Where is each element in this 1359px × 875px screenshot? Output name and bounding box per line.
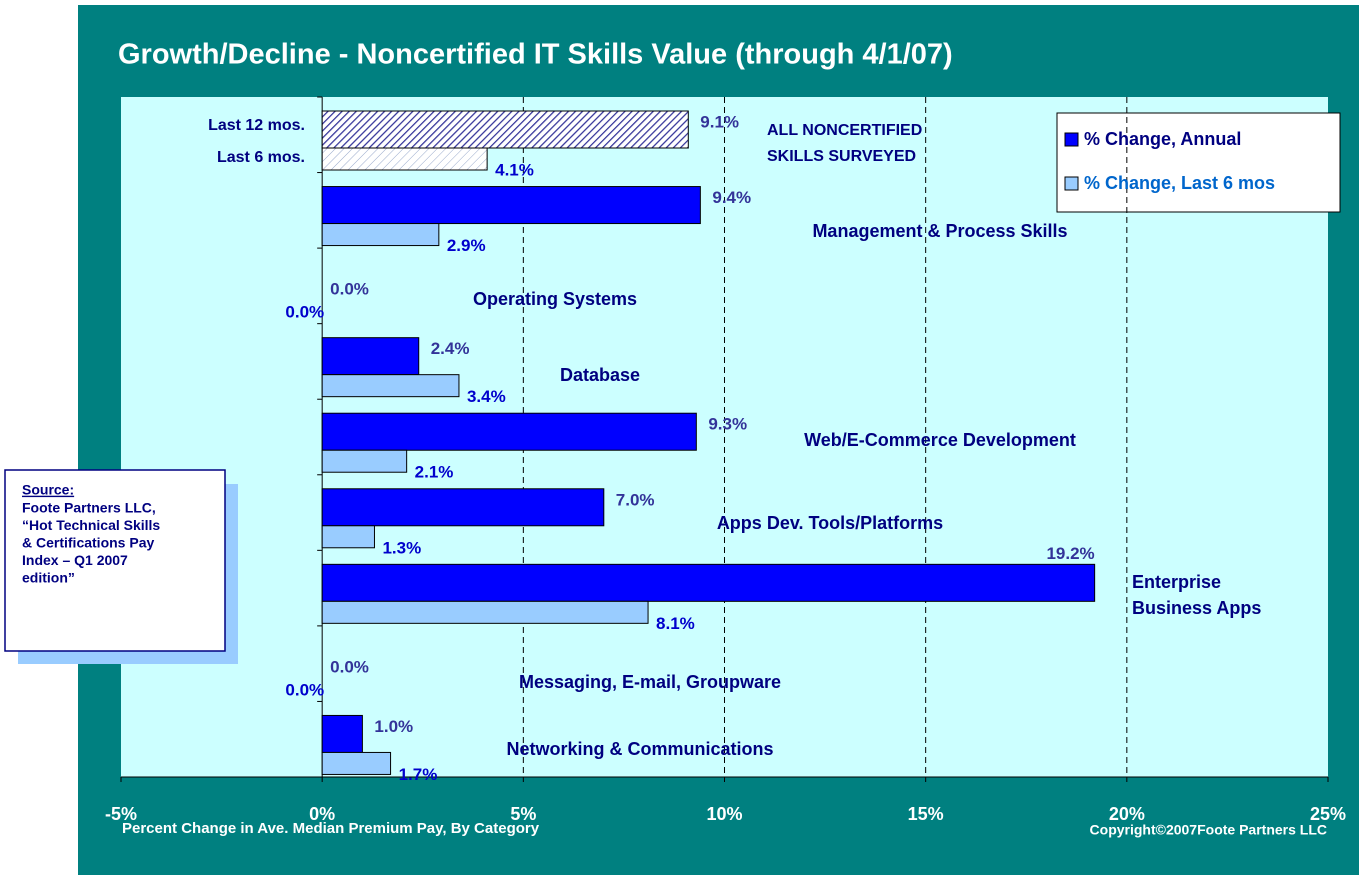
- bar: [321, 751, 392, 775]
- data-label: 0.0%: [285, 680, 324, 699]
- bar: [321, 186, 701, 225]
- x-tick-label: 5%: [510, 804, 536, 824]
- data-label: 8.1%: [656, 614, 695, 633]
- data-label: 9.3%: [708, 415, 747, 434]
- legend-label: % Change, Annual: [1084, 129, 1241, 149]
- category-label: Operating Systems: [473, 289, 637, 309]
- bar: [321, 714, 363, 753]
- annotation: Last 6 mos.: [217, 149, 305, 166]
- data-label: 1.0%: [374, 717, 413, 736]
- category-label: Management & Process Skills: [812, 221, 1067, 241]
- category-label: Enterprise: [1132, 572, 1221, 592]
- x-tick-label: 10%: [706, 804, 742, 824]
- data-label: 1.7%: [399, 765, 438, 784]
- source-line: “Hot Technical Skills: [22, 517, 160, 533]
- x-axis-label: Percent Change in Ave. Median Premium Pa…: [122, 820, 540, 837]
- category-label: Database: [560, 365, 640, 385]
- data-label: 2.9%: [447, 236, 486, 255]
- x-tick-label: 25%: [1310, 804, 1346, 824]
- data-label: 2.1%: [415, 463, 454, 482]
- data-label: 19.2%: [1046, 544, 1094, 563]
- source-heading: Source:: [22, 482, 74, 498]
- bar: [321, 412, 697, 451]
- source-box: [4, 469, 226, 652]
- category-label: Messaging, E-mail, Groupware: [519, 672, 781, 692]
- data-label: 0.0%: [330, 657, 369, 676]
- source-line: & Certifications Pay: [22, 535, 154, 551]
- data-label: 9.1%: [700, 112, 739, 131]
- bar: [321, 488, 605, 527]
- category-label: Networking & Communications: [506, 739, 773, 759]
- copyright: Copyright©2007Foote Partners LLC: [1090, 822, 1327, 838]
- bar: [321, 147, 488, 171]
- bar: [321, 563, 1096, 602]
- bar: [321, 600, 649, 624]
- bar: [321, 525, 375, 549]
- bar: [321, 110, 689, 149]
- bar: [321, 337, 420, 376]
- x-tick-label: 20%: [1109, 804, 1145, 824]
- chart-title: Growth/Decline - Noncertified IT Skills …: [118, 39, 953, 71]
- data-label: 0.0%: [285, 303, 324, 322]
- data-label: 4.1%: [495, 160, 534, 179]
- legend: [1056, 112, 1341, 213]
- source-line: Index – Q1 2007: [22, 552, 128, 568]
- legend-swatch: [1064, 176, 1079, 191]
- legend-label: % Change, Last 6 mos: [1084, 173, 1275, 193]
- category-label: SKILLS SURVEYED: [767, 148, 916, 165]
- data-label: 2.4%: [431, 339, 470, 358]
- bar: [321, 223, 440, 247]
- legend-swatch: [1064, 132, 1079, 147]
- category-label: Business Apps: [1132, 598, 1261, 618]
- x-tick-label: 0%: [309, 804, 335, 824]
- data-label: 9.4%: [712, 188, 751, 207]
- bar: [321, 374, 460, 398]
- source-line: edition”: [22, 570, 75, 586]
- category-label: Apps Dev. Tools/Platforms: [717, 513, 943, 533]
- data-label: 7.0%: [616, 490, 655, 509]
- data-label: 3.4%: [467, 387, 506, 406]
- x-tick-label: 15%: [908, 804, 944, 824]
- annotation: Last 12 mos.: [208, 117, 305, 134]
- x-tick-label: -5%: [105, 804, 137, 824]
- data-label: 0.0%: [330, 280, 369, 299]
- category-label: ALL NONCERTIFIED: [767, 122, 922, 139]
- data-label: 1.3%: [382, 538, 421, 557]
- category-label: Web/E-Commerce Development: [804, 430, 1076, 450]
- bar: [321, 449, 408, 473]
- source-line: Foote Partners LLC,: [22, 500, 156, 516]
